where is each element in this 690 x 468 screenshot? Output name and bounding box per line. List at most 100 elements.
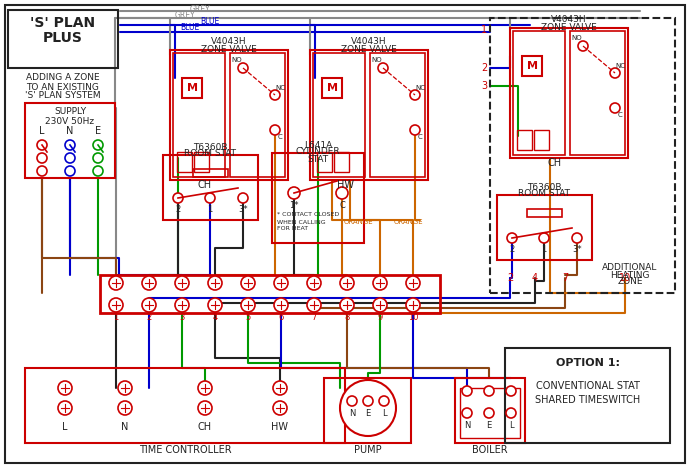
Circle shape: [175, 298, 189, 312]
Bar: [310, 50, 428, 180]
Circle shape: [65, 166, 75, 176]
Text: 230V 50Hz: 230V 50Hz: [46, 117, 95, 125]
Text: ZONE VALVE: ZONE VALVE: [541, 22, 597, 31]
Text: L: L: [382, 409, 386, 417]
Text: BLUE: BLUE: [200, 17, 219, 27]
Circle shape: [65, 153, 75, 163]
Text: CH: CH: [198, 422, 212, 432]
Bar: [497, 195, 592, 260]
Circle shape: [506, 408, 516, 418]
Text: C: C: [339, 200, 345, 210]
Bar: [230, 53, 285, 177]
Text: L641A: L641A: [304, 140, 332, 149]
Bar: [163, 155, 258, 220]
Circle shape: [539, 233, 549, 243]
Text: 3*: 3*: [238, 205, 248, 213]
Bar: [8, 10, 118, 68]
Circle shape: [506, 386, 516, 396]
Circle shape: [410, 125, 420, 135]
Circle shape: [274, 276, 288, 290]
Circle shape: [118, 401, 132, 415]
Circle shape: [340, 298, 354, 312]
Circle shape: [109, 298, 123, 312]
Text: 10: 10: [619, 273, 631, 283]
Bar: [25, 368, 345, 443]
Text: NC: NC: [275, 85, 285, 91]
Text: GREY: GREY: [190, 6, 210, 15]
Text: NO: NO: [372, 57, 382, 63]
Circle shape: [274, 298, 288, 312]
Circle shape: [307, 298, 321, 312]
Text: M: M: [326, 83, 337, 93]
Circle shape: [410, 90, 420, 100]
Text: V4043H: V4043H: [211, 37, 247, 46]
Circle shape: [208, 276, 222, 290]
Circle shape: [173, 193, 183, 203]
Text: L: L: [39, 126, 45, 136]
Text: 1: 1: [208, 205, 213, 213]
Circle shape: [572, 233, 582, 243]
Circle shape: [238, 193, 248, 203]
Bar: [177, 152, 192, 172]
Circle shape: [93, 153, 103, 163]
Circle shape: [273, 381, 287, 395]
Text: N: N: [464, 421, 470, 430]
Bar: [272, 153, 364, 243]
Circle shape: [241, 276, 255, 290]
Circle shape: [379, 396, 389, 406]
Circle shape: [484, 386, 494, 396]
Text: 1: 1: [542, 244, 546, 254]
Circle shape: [363, 396, 373, 406]
Text: L: L: [509, 421, 513, 430]
Text: HW: HW: [337, 180, 353, 190]
Circle shape: [347, 396, 357, 406]
Circle shape: [610, 68, 620, 78]
Text: CONVENTIONAL STAT: CONVENTIONAL STAT: [535, 381, 640, 391]
Text: 8: 8: [344, 314, 350, 322]
Text: E: E: [486, 421, 491, 430]
Circle shape: [270, 90, 280, 100]
Circle shape: [65, 140, 75, 150]
Text: NC: NC: [415, 85, 425, 91]
Text: 1: 1: [481, 25, 487, 35]
Text: HEATING: HEATING: [610, 271, 650, 279]
Text: 7: 7: [311, 314, 317, 322]
Text: SUPPLY: SUPPLY: [54, 108, 86, 117]
Bar: [334, 152, 349, 172]
Text: 3: 3: [481, 81, 487, 91]
Text: PLUS: PLUS: [43, 31, 83, 45]
Bar: [505, 348, 670, 443]
Circle shape: [378, 63, 388, 73]
Bar: [25, 103, 115, 178]
Bar: [460, 388, 520, 438]
Circle shape: [208, 298, 222, 312]
Text: SHARED TIMESWITCH: SHARED TIMESWITCH: [535, 395, 640, 405]
Circle shape: [238, 63, 248, 73]
Text: N: N: [121, 422, 129, 432]
Text: HW: HW: [271, 422, 288, 432]
Text: OPTION 1:: OPTION 1:: [555, 358, 620, 368]
Bar: [570, 31, 625, 155]
Text: 7: 7: [562, 273, 568, 283]
Circle shape: [373, 298, 387, 312]
Text: ADDING A ZONE: ADDING A ZONE: [26, 73, 100, 82]
Circle shape: [118, 381, 132, 395]
Bar: [182, 78, 202, 98]
Text: 6: 6: [278, 314, 284, 322]
Circle shape: [270, 125, 280, 135]
Circle shape: [142, 276, 156, 290]
Text: T6360B: T6360B: [527, 183, 562, 191]
Text: N: N: [66, 126, 74, 136]
Text: M: M: [186, 83, 197, 93]
Text: ROOM STAT: ROOM STAT: [184, 149, 237, 159]
Text: 'S' PLAN: 'S' PLAN: [30, 16, 95, 30]
Text: ZONE VALVE: ZONE VALVE: [201, 44, 257, 53]
Circle shape: [406, 298, 420, 312]
Circle shape: [109, 276, 123, 290]
Text: ADDITIONAL: ADDITIONAL: [602, 263, 658, 272]
Text: T6360B: T6360B: [193, 142, 228, 152]
Text: ZONE VALVE: ZONE VALVE: [341, 44, 397, 53]
Circle shape: [37, 166, 47, 176]
Text: WHEN CALLING: WHEN CALLING: [277, 219, 326, 225]
Text: 4: 4: [532, 273, 538, 283]
